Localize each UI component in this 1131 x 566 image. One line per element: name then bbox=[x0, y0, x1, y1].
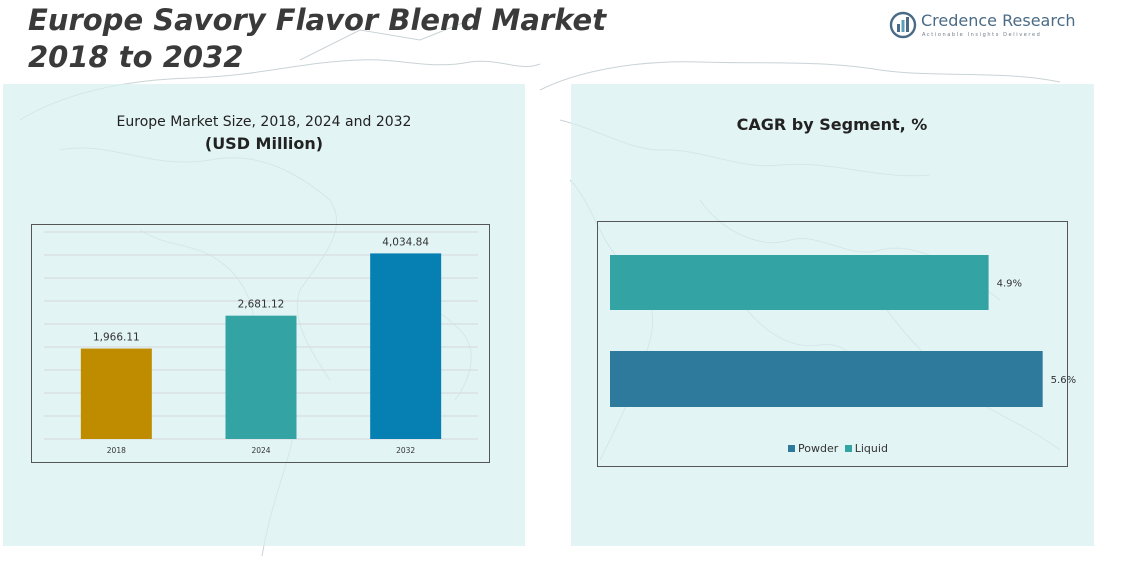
market-size-unit: (USD Million) bbox=[204, 134, 324, 153]
data-label-2018: 1,966.11 bbox=[93, 332, 140, 344]
brand-logo: Credence Research Actionable Insights De… bbox=[889, 11, 1089, 45]
data-label-2024: 2,681.12 bbox=[238, 299, 285, 311]
legend-label-powder: Powder bbox=[798, 442, 839, 455]
bar-powder bbox=[610, 351, 1043, 407]
x-tick-2018: 2018 bbox=[107, 446, 126, 455]
legend-swatch-liquid bbox=[844, 445, 852, 452]
data-label-powder: 5.6% bbox=[1051, 375, 1076, 386]
x-tick-2024: 2024 bbox=[251, 446, 270, 455]
brand-name: Credence Research bbox=[921, 11, 1076, 30]
market-size-chart-frame bbox=[31, 224, 490, 463]
cagr-legend: Powder Liquid bbox=[785, 442, 888, 455]
legend-label-liquid: Liquid bbox=[854, 442, 888, 455]
cagr-chart-frame bbox=[597, 221, 1068, 467]
bar-liquid bbox=[610, 255, 989, 310]
bar-2018 bbox=[80, 348, 152, 439]
data-label-liquid: 4.9% bbox=[997, 279, 1022, 290]
page-title: Europe Savory Flavor Blend Market 2018 t… bbox=[28, 3, 607, 74]
data-label-2032: 4,034.84 bbox=[382, 236, 429, 248]
bar-2032 bbox=[370, 253, 442, 439]
brand-tagline: Actionable Insights Delivered bbox=[922, 32, 1042, 38]
legend-swatch-powder bbox=[788, 445, 795, 452]
market-size-chart-title: Europe Market Size, 2018, 2024 and 2032 bbox=[116, 114, 412, 130]
right-panel-background bbox=[571, 84, 1094, 546]
credence-logo-icon bbox=[889, 11, 917, 39]
bar-2024 bbox=[225, 315, 297, 439]
cagr-chart-title: CAGR by Segment, % bbox=[736, 115, 928, 134]
x-tick-2032: 2032 bbox=[396, 446, 415, 455]
